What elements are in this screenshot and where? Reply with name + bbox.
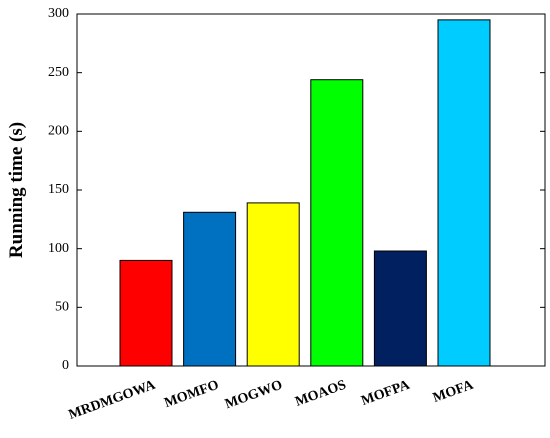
y-tick-label: 300 <box>48 6 69 21</box>
x-tick-label: MOAOS <box>293 378 348 410</box>
y-tick-label: 250 <box>48 65 69 80</box>
bar <box>183 211 237 367</box>
bar <box>373 250 427 367</box>
bar <box>310 79 364 367</box>
axes-box <box>76 13 546 367</box>
x-tick-label: MRDMGOWA <box>67 377 158 423</box>
y-tick-label: 200 <box>48 124 69 139</box>
y-tick-label: 50 <box>55 300 69 315</box>
bar <box>246 202 300 367</box>
bar <box>119 259 173 367</box>
bar <box>437 19 491 367</box>
x-tick-label: MOGWO <box>223 378 285 413</box>
x-tick-label: MOFA <box>431 377 476 406</box>
y-tick-label: 150 <box>48 182 69 197</box>
y-tick-label: 0 <box>62 358 69 373</box>
y-tick-label: 100 <box>48 241 69 256</box>
x-tick-label: MOFPA <box>359 377 412 409</box>
x-tick-label: MOMFO <box>162 378 221 412</box>
y-axis-label: Running time (s) <box>6 122 27 258</box>
